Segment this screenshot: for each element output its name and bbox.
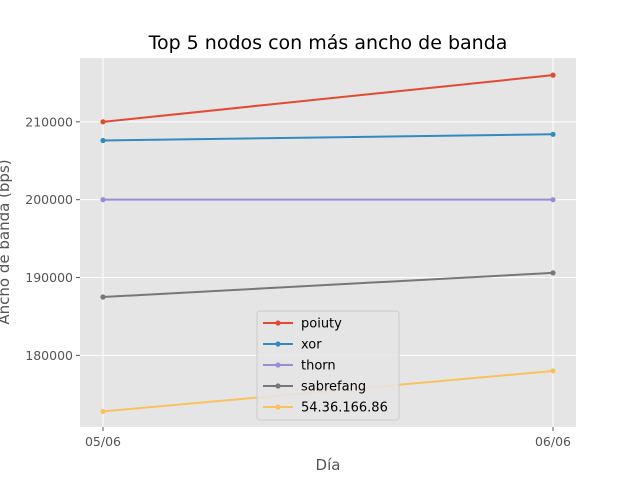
legend-label: xor (301, 338, 322, 353)
series-line (102, 74, 554, 123)
y-tick-label: 180000 (25, 348, 73, 363)
legend-marker (275, 320, 281, 326)
legend-label: poiuty (301, 317, 342, 332)
data-point (550, 197, 556, 203)
legend-marker (275, 404, 281, 410)
axis-ticks: 180000 190000 200000 210000 05/06 06/06 (25, 114, 571, 449)
chart-title: Top 5 nodos con más ancho de banda (148, 32, 508, 54)
legend-marker (275, 362, 281, 368)
data-point (100, 294, 106, 300)
legend: poiuty xor thorn sabrefang 54.36.166.86 (256, 310, 400, 421)
data-point (100, 408, 106, 415)
y-tick-label: 210000 (25, 114, 73, 129)
legend-label: 54.36.166.86 (301, 401, 388, 416)
y-tick-label: 200000 (25, 192, 73, 207)
data-point (550, 368, 556, 374)
data-point (550, 131, 556, 137)
series-line (102, 271, 554, 298)
data-point (100, 137, 106, 144)
legend-label: sabrefang (301, 380, 366, 395)
data-point (550, 270, 556, 276)
y-axis-label: Ancho de banda (bps) (0, 159, 13, 324)
legend-label: thorn (301, 359, 336, 374)
data-point (100, 197, 106, 203)
series-line (102, 133, 554, 142)
x-axis-label: Día (316, 456, 341, 474)
data-point (100, 119, 106, 125)
legend-marker (275, 341, 281, 347)
data-point (550, 72, 556, 78)
x-tick-label: 06/06 (535, 434, 571, 449)
x-tick-label: 05/06 (85, 434, 121, 449)
y-tick-label: 190000 (25, 270, 73, 285)
legend-box (256, 310, 400, 421)
legend-marker (275, 383, 281, 389)
